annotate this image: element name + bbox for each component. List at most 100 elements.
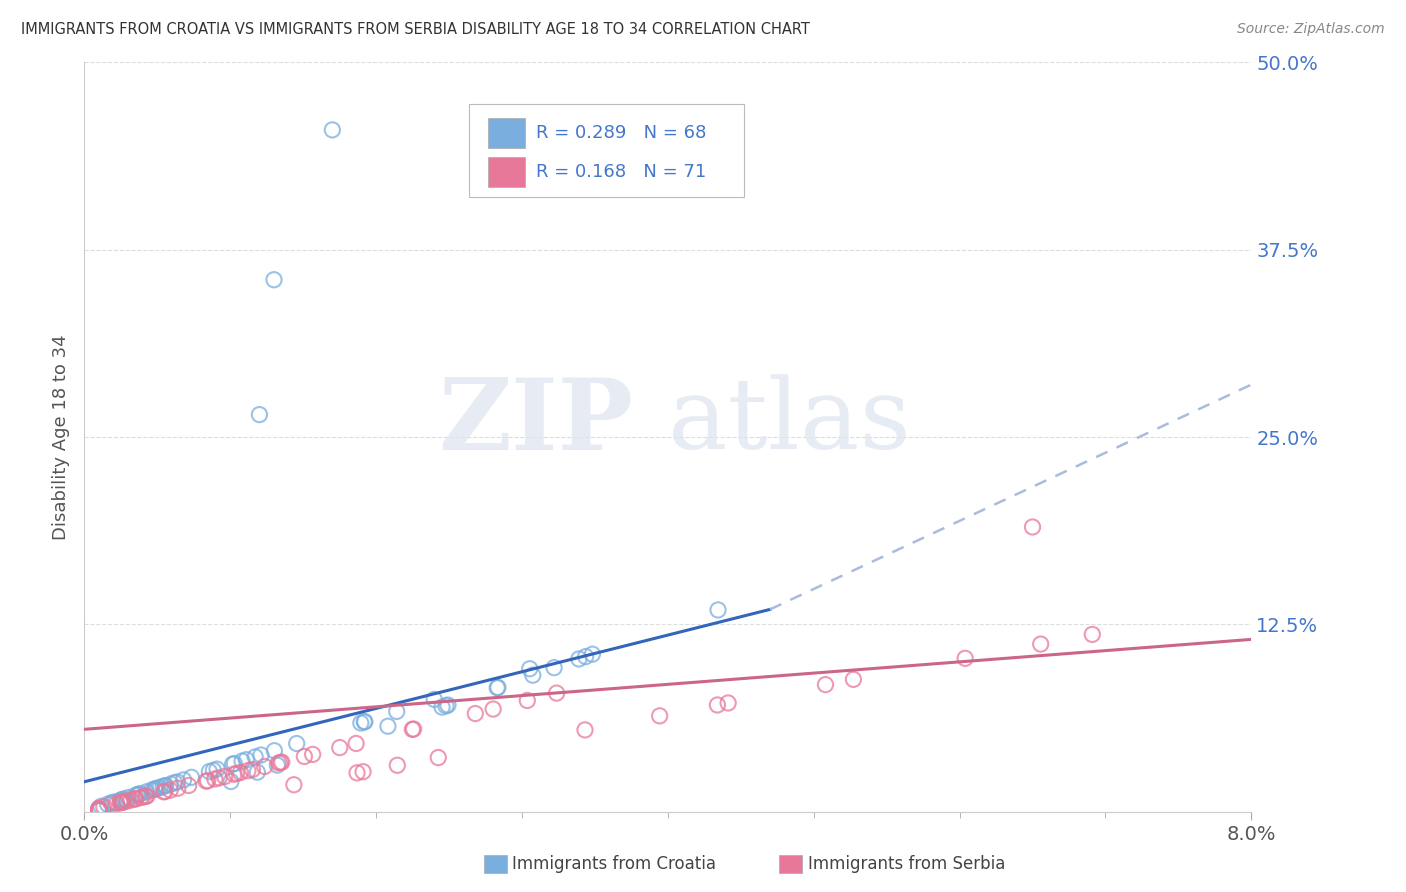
Point: [127, 788, 149, 802]
Point: [111, 792, 134, 806]
Point: [706, 698, 728, 712]
Point: [120, 793, 142, 807]
Point: [117, 790, 139, 805]
Point: [377, 719, 399, 733]
Point: [522, 668, 544, 682]
Point: [707, 603, 730, 617]
Point: [104, 795, 127, 809]
Point: [246, 765, 269, 780]
Point: [353, 714, 375, 729]
Text: R = 0.289   N = 68: R = 0.289 N = 68: [536, 124, 706, 142]
Point: [166, 781, 188, 796]
Point: [197, 773, 219, 788]
Point: [301, 747, 323, 762]
Point: [543, 661, 565, 675]
Point: [486, 681, 509, 695]
Point: [129, 787, 152, 801]
Point: [87, 803, 110, 817]
Point: [346, 765, 368, 780]
Point: [101, 796, 124, 810]
Point: [87, 803, 110, 817]
Point: [270, 756, 292, 770]
Point: [87, 803, 110, 817]
Point: [402, 722, 425, 736]
Point: [115, 794, 138, 808]
Point: [519, 662, 541, 676]
Point: [1021, 520, 1043, 534]
Point: [427, 750, 450, 764]
Y-axis label: Disability Age 18 to 34: Disability Age 18 to 34: [52, 334, 70, 540]
Point: [129, 790, 152, 805]
Point: [437, 698, 460, 712]
Point: [243, 750, 266, 764]
Point: [648, 709, 671, 723]
Point: [177, 779, 200, 793]
Point: [173, 772, 195, 787]
Point: [231, 754, 253, 768]
Text: ZIP: ZIP: [437, 374, 633, 471]
Point: [249, 408, 271, 422]
Point: [87, 803, 110, 817]
Point: [266, 758, 288, 772]
Text: R = 0.168   N = 71: R = 0.168 N = 71: [536, 163, 706, 181]
Point: [110, 793, 132, 807]
Text: Immigrants from Croatia: Immigrants from Croatia: [512, 855, 716, 873]
Point: [581, 647, 603, 661]
Point: [159, 783, 181, 797]
Point: [344, 736, 367, 750]
Point: [135, 785, 157, 799]
Point: [250, 747, 273, 762]
Point: [953, 651, 976, 665]
Point: [1029, 637, 1052, 651]
Point: [267, 756, 290, 770]
Point: [208, 771, 231, 785]
Point: [90, 799, 112, 814]
Point: [353, 714, 375, 729]
Point: [225, 766, 247, 780]
Point: [87, 803, 110, 817]
Point: [385, 705, 408, 719]
Point: [430, 700, 453, 714]
Point: [105, 797, 128, 811]
Point: [235, 753, 257, 767]
Point: [814, 678, 837, 692]
Point: [214, 770, 236, 784]
FancyBboxPatch shape: [488, 157, 526, 186]
Point: [87, 802, 110, 816]
Point: [221, 757, 243, 772]
Point: [143, 782, 166, 797]
Point: [160, 777, 183, 791]
Point: [110, 796, 132, 810]
Point: [263, 273, 285, 287]
Point: [180, 770, 202, 784]
Point: [546, 686, 568, 700]
Point: [112, 792, 135, 806]
Point: [97, 797, 120, 812]
Point: [135, 789, 157, 804]
Point: [155, 779, 177, 793]
Point: [464, 706, 486, 721]
Point: [136, 789, 159, 803]
Point: [229, 765, 252, 780]
Point: [128, 787, 150, 801]
Point: [292, 749, 315, 764]
Point: [575, 649, 598, 664]
Point: [482, 702, 505, 716]
Point: [516, 693, 538, 707]
Point: [198, 764, 221, 779]
Point: [100, 796, 122, 810]
Text: Immigrants from Serbia: Immigrants from Serbia: [807, 855, 1005, 873]
Point: [1081, 627, 1104, 641]
Point: [153, 784, 176, 798]
Point: [87, 802, 110, 816]
Point: [222, 767, 245, 781]
Point: [87, 802, 110, 816]
Point: [155, 779, 177, 793]
Point: [87, 803, 110, 817]
Point: [205, 762, 228, 776]
Point: [112, 795, 135, 809]
Point: [842, 673, 865, 687]
Point: [87, 803, 110, 817]
Point: [263, 744, 285, 758]
Point: [163, 776, 186, 790]
